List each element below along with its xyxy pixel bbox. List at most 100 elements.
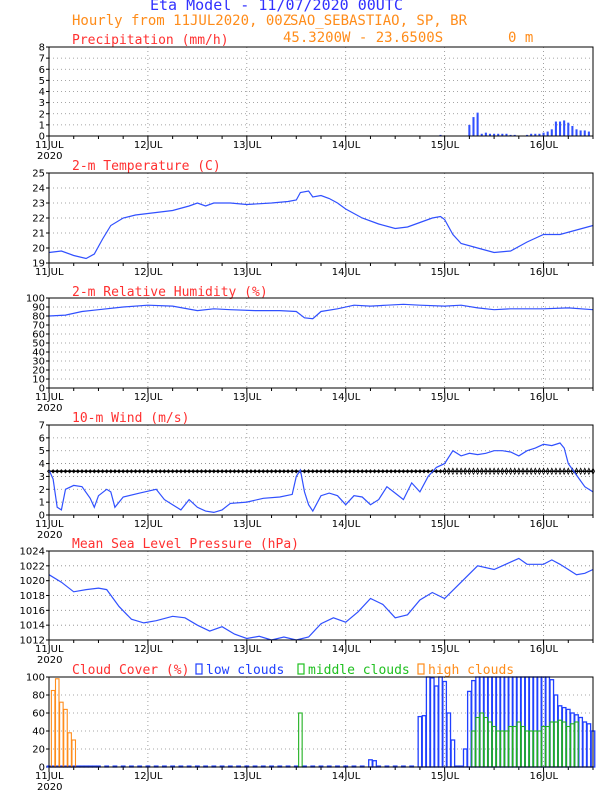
- wind-barb: [96, 469, 101, 474]
- wind-barb: [290, 469, 295, 474]
- high-clouds-bar: [54, 678, 60, 768]
- wind-barb: [71, 469, 76, 474]
- middle-clouds-bar: [541, 725, 546, 768]
- wind-barb: [121, 469, 126, 474]
- x-tick-label: 15JUL: [431, 519, 460, 530]
- precip-bar: [505, 133, 508, 136]
- wind-barb: [182, 469, 188, 474]
- wind-barb: [380, 469, 385, 474]
- y-tick-label: 1020: [20, 576, 45, 587]
- low-clouds-bar: [429, 677, 435, 768]
- wind-barb: [92, 469, 97, 474]
- precip-bar: [526, 134, 529, 136]
- cloud-panel: 0 20 40 60 80 100 11JUL 12JUL 13JUL 14JUL 15JUL 16J…: [26, 663, 596, 792]
- main-title: Eta Model - 11/07/2020 00UTC: [150, 0, 403, 14]
- wind-panel: 0 1 2 3 4 5 67 11JUL 12JUL 13JUL 14JUL 15JUL 16JUL 20…: [35, 411, 595, 541]
- wind-barb: [343, 469, 348, 474]
- y-tick-label: 50: [32, 339, 45, 350]
- wind-barb: [67, 469, 72, 474]
- legend-swatch: [195, 663, 203, 675]
- wind-barb: [100, 469, 105, 474]
- high-clouds-bar: [63, 708, 68, 768]
- low-clouds-bar: [433, 685, 439, 768]
- y-tick-label: 1012: [20, 636, 45, 647]
- wind-barb: [553, 467, 558, 476]
- wind-barb: [450, 467, 455, 476]
- precip-bar: [497, 133, 500, 136]
- wind-barb: [187, 469, 192, 474]
- x-tick-label: 12JUL: [134, 140, 163, 151]
- wind-barb: [401, 469, 406, 474]
- precip-bar: [468, 124, 471, 136]
- wind-barb: [582, 467, 587, 476]
- x-tick-label: 14JUL: [332, 644, 361, 655]
- low-clouds-bar: [421, 715, 427, 768]
- high-clouds-bar: [50, 689, 56, 768]
- y-tick-label: 22: [32, 214, 45, 225]
- x-tick-label: 15JUL: [431, 140, 460, 151]
- wind-barb: [339, 469, 344, 474]
- x-tick-label: 11JUL: [35, 140, 64, 151]
- x-tick-label: 16JUL: [530, 771, 559, 782]
- x-tick-label: 12JUL: [134, 392, 163, 403]
- wind-barb: [88, 469, 93, 474]
- wind-barb: [162, 469, 167, 474]
- middle-clouds-bar: [565, 725, 571, 768]
- wind-barb: [232, 469, 237, 474]
- wind-barb: [294, 469, 299, 474]
- wind-barb: [63, 469, 68, 474]
- x-tick-label: 11JUL: [35, 519, 64, 530]
- x-tick-label: 16JUL: [530, 267, 559, 278]
- wind-barb: [125, 469, 130, 474]
- x-tick-label: 14JUL: [332, 267, 361, 278]
- precip-bar: [559, 121, 562, 136]
- x-tick-label: 13JUL: [233, 519, 262, 530]
- y-tick-label: 90: [32, 303, 45, 314]
- wind-barb: [302, 469, 307, 474]
- x-year-label: 2020: [37, 782, 62, 792]
- y-tick-label: 1: [39, 120, 45, 131]
- x-tick-label: 13JUL: [233, 771, 262, 782]
- y-tick-label: 1018: [20, 591, 45, 602]
- mslp-series-line: [48, 557, 594, 641]
- mslp-panel: 1012 1014 1016 1018 1020 1022 1024 11JUL 12JUL 13…: [20, 537, 594, 666]
- wind-barb: [174, 469, 179, 474]
- precip-bar: [488, 133, 491, 136]
- low-clouds-bar: [450, 739, 456, 768]
- x-tick-label: 14JUL: [332, 392, 361, 403]
- low-clouds-bar: [578, 716, 584, 768]
- wind-barb: [586, 467, 591, 476]
- middle-clouds-bar: [512, 725, 517, 768]
- wind-barb: [240, 469, 245, 474]
- x-tick-label: 15JUL: [431, 392, 460, 403]
- wind-barb: [356, 469, 361, 474]
- wind-barb: [273, 469, 278, 474]
- y-tick-label: 1: [39, 498, 45, 509]
- legend-swatch: [417, 663, 425, 675]
- wind-barb: [492, 467, 497, 476]
- wind-barb: [335, 469, 340, 474]
- y-tick-label: 3: [39, 98, 45, 109]
- y-tick-label: 6: [39, 433, 45, 444]
- precip-bar: [472, 117, 475, 136]
- y-tick-label: 8: [39, 43, 45, 54]
- x-tick-label: 11JUL: [35, 267, 64, 278]
- middle-clouds-bar: [574, 721, 579, 768]
- x-tick-label: 14JUL: [332, 140, 361, 151]
- x-tick-label: 15JUL: [431, 771, 460, 782]
- wind-title: 10-m Wind (m/s): [72, 411, 189, 426]
- wind-barb: [541, 467, 546, 476]
- wind-barb: [471, 467, 476, 476]
- wind-barb: [170, 469, 175, 474]
- wind-barb: [327, 469, 332, 474]
- wind-barb: [545, 467, 550, 476]
- temp-title: 2-m Temperature (C): [72, 159, 221, 174]
- wind-barb: [413, 469, 418, 474]
- wind-barb: [261, 469, 266, 474]
- x-tick-label: 13JUL: [233, 267, 262, 278]
- middle-clouds-bar: [491, 725, 497, 768]
- middle-clouds-bar: [570, 723, 575, 768]
